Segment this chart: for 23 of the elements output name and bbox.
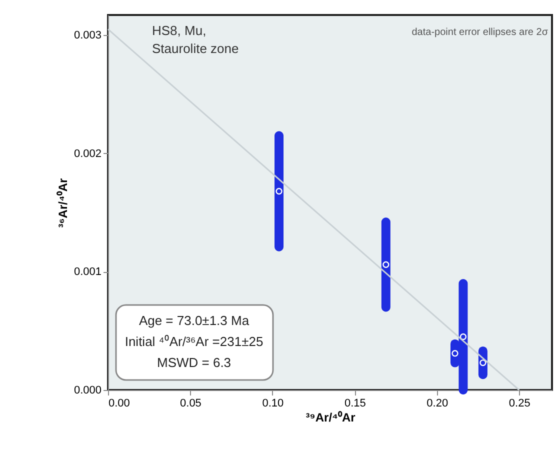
y-tick-label: 0.002	[74, 148, 102, 160]
point	[452, 350, 458, 357]
x-tick-label: 0.05	[180, 398, 202, 410]
point	[276, 188, 282, 195]
annotation: Staurolite zone	[152, 41, 239, 56]
x-tick-label: 0.10	[262, 398, 284, 410]
y-tick-label: 0.000	[74, 384, 102, 396]
x-tick-label: 0.15	[344, 398, 366, 410]
annotation: HS8, Mu,	[152, 23, 206, 38]
annotation: MSWD = 6.3	[156, 355, 232, 370]
x-axis-title: ³⁹Ar/⁴⁰Ar	[306, 410, 356, 424]
annotation: Initial ⁴⁰Ar/³⁶Ar =231±25	[124, 334, 264, 349]
y-tick-label: 0.003	[74, 30, 102, 42]
x-tick-label: 0.00	[108, 398, 130, 410]
point	[480, 359, 486, 366]
y-axis-title: ³⁶Ar/⁴⁰Ar	[56, 178, 70, 228]
x-tick-label: 0.25	[508, 398, 530, 410]
x-tick-label: 0.20	[426, 398, 448, 410]
point	[382, 261, 390, 268]
point	[460, 333, 467, 340]
y-tick-label: 0.001	[74, 266, 102, 278]
annotation: Age = 73.0±1.3 Ma	[138, 313, 250, 328]
annotation: data-point error ellipses are 2σ	[412, 27, 549, 38]
